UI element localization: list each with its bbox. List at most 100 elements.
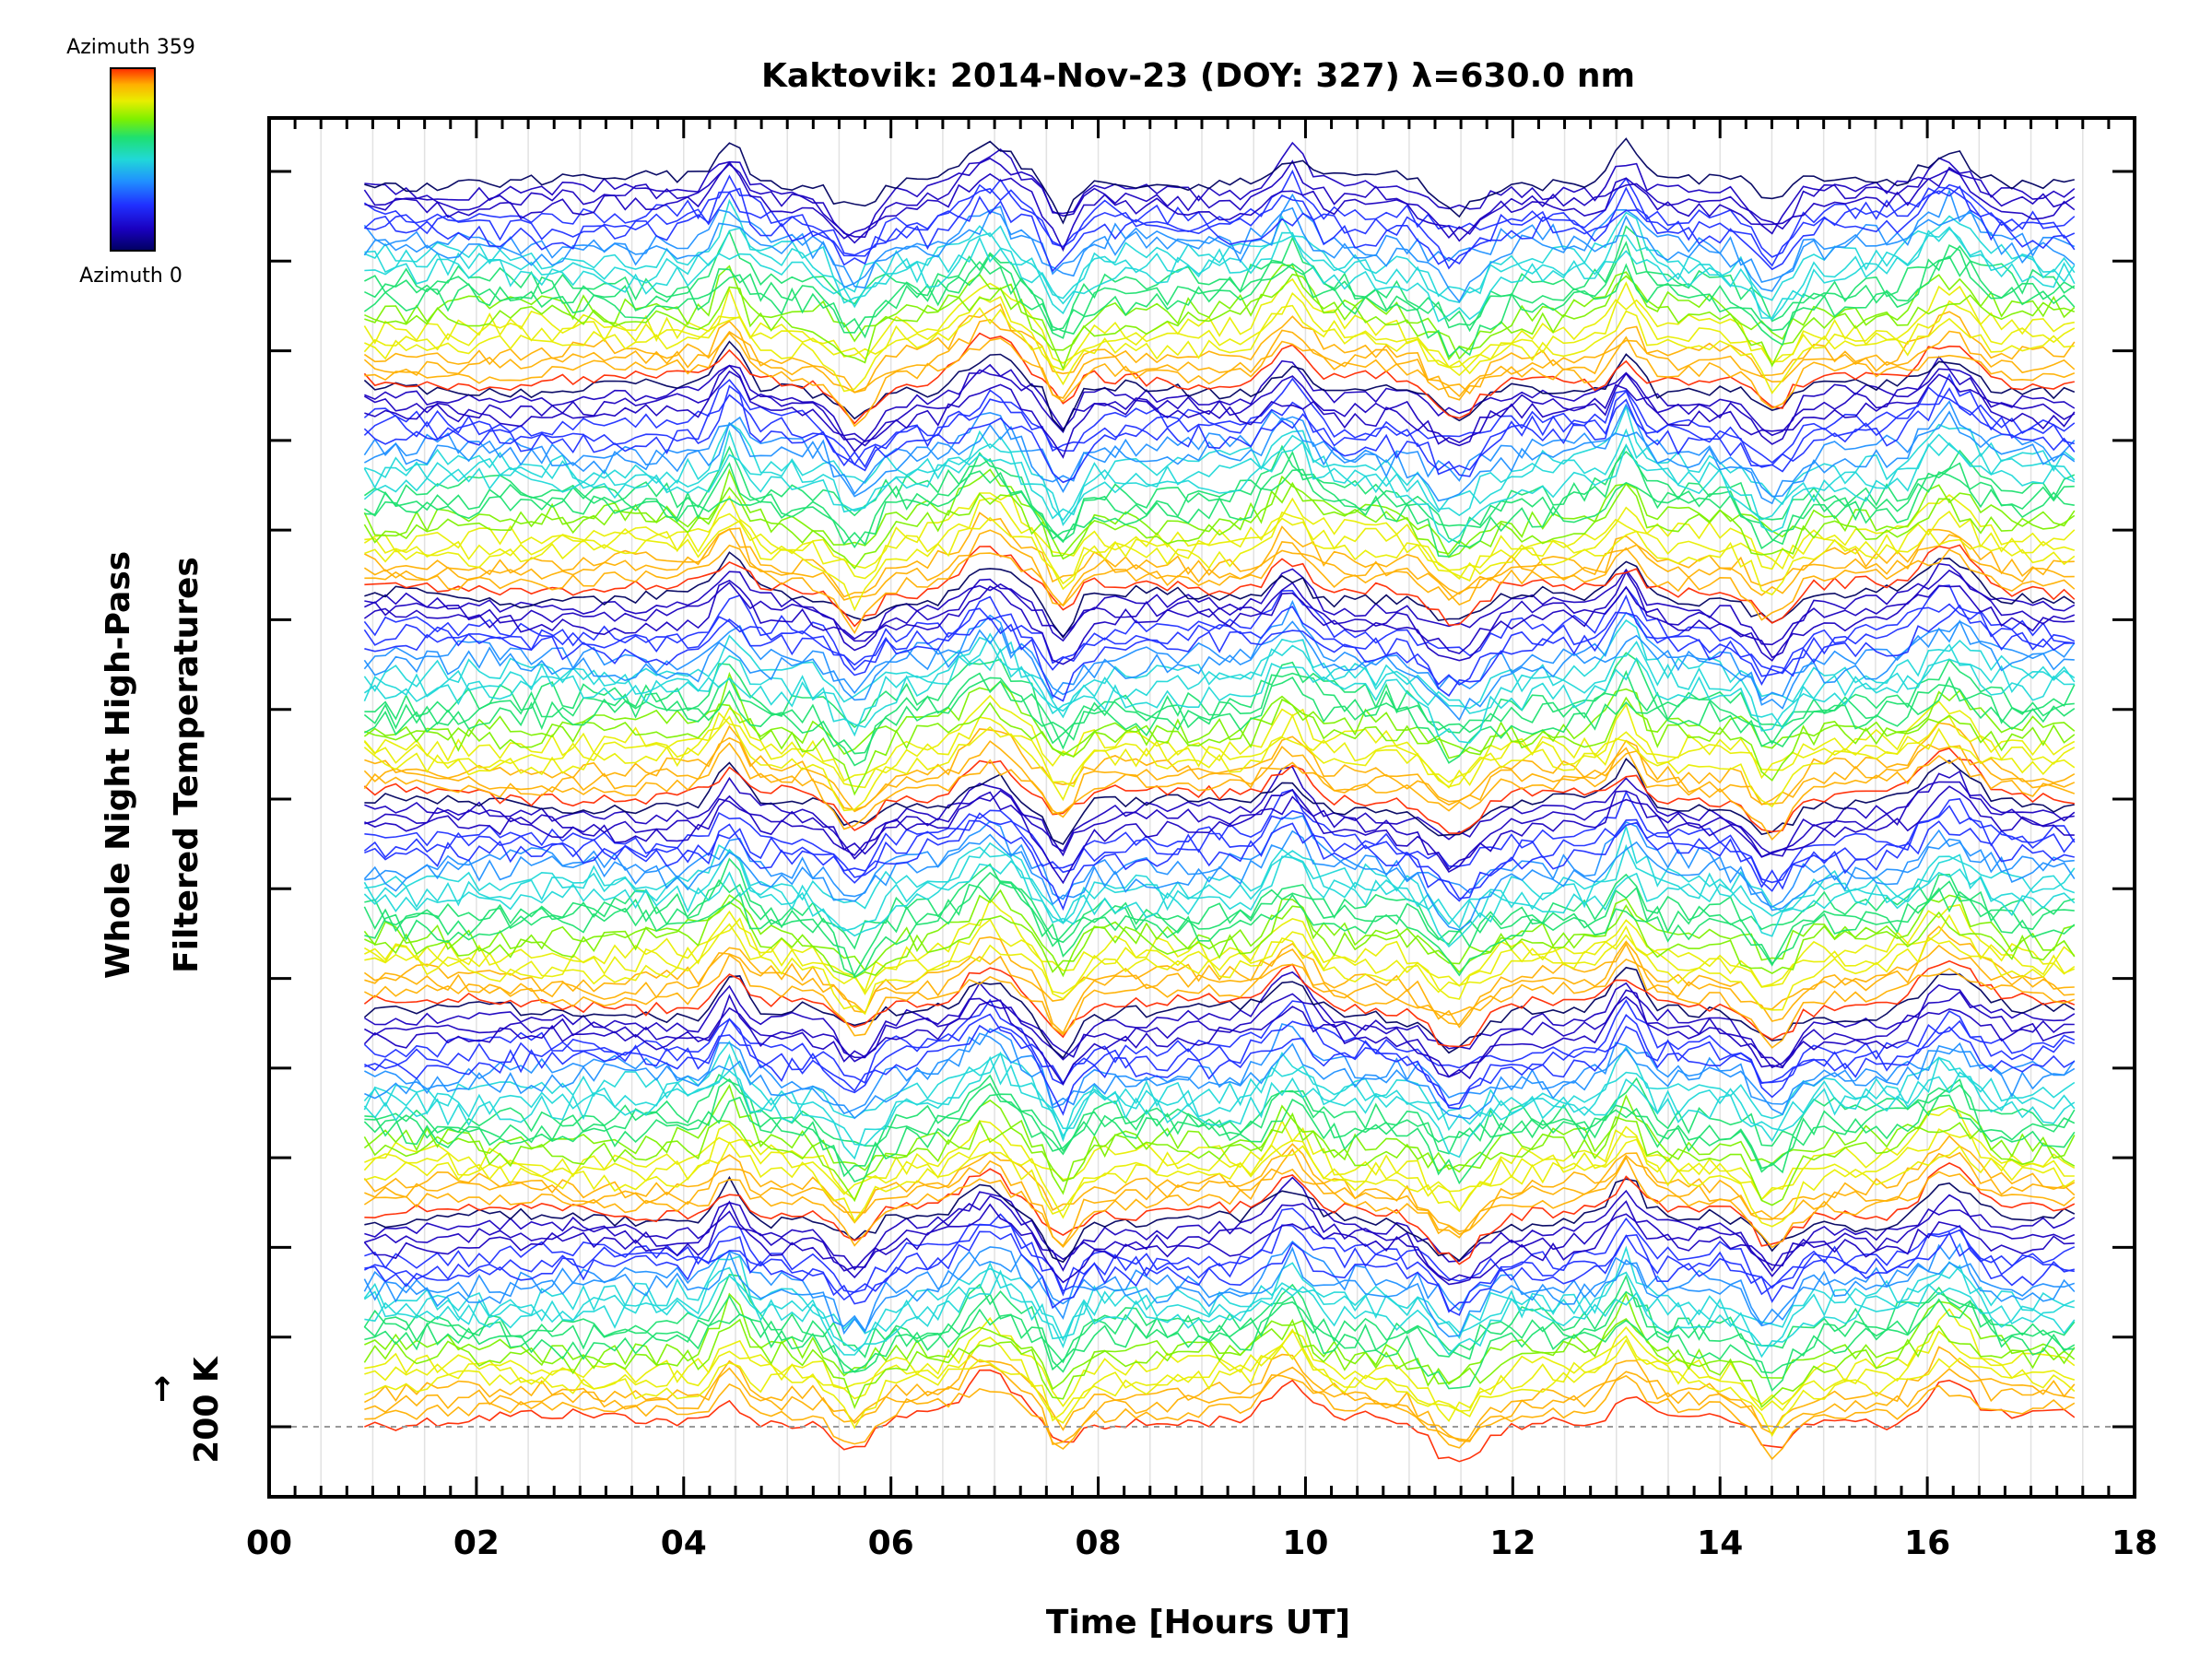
trace-line — [363, 193, 2076, 288]
trace-line — [364, 940, 2075, 1035]
trace-line — [364, 1138, 2076, 1228]
scale-arrow: ↑ — [148, 1371, 176, 1409]
trace-line — [364, 364, 2076, 459]
trace-line — [363, 694, 2076, 789]
trace-line — [364, 562, 2076, 659]
trace-line — [363, 281, 2076, 375]
trace-line — [364, 1325, 2076, 1422]
trace-line — [364, 1308, 2076, 1422]
trace-line — [364, 359, 2076, 453]
axis-ticks — [267, 118, 2136, 1497]
trace-line — [364, 329, 2076, 428]
trace-line — [364, 722, 2076, 811]
y-axis-label-line2: Filtered Temperatures — [168, 557, 206, 973]
x-tick-label: 00 — [246, 1524, 292, 1562]
trace-line — [364, 998, 2076, 1110]
trace-line — [364, 141, 2076, 239]
trace-line — [364, 766, 2076, 860]
trace-line — [363, 1052, 2076, 1147]
trace-line — [363, 492, 2076, 582]
x-tick-label: 10 — [1282, 1524, 1328, 1562]
trace-line — [363, 169, 2076, 258]
trace-line — [363, 468, 2076, 560]
trace-line — [363, 959, 2076, 1048]
trace-line — [363, 403, 2076, 505]
trace-line — [364, 1213, 2075, 1316]
trace-line — [363, 527, 2075, 606]
trace-line — [364, 888, 2076, 978]
chart-title: Kaktovik: 2014-Nov-23 (DOY: 327) λ=630.0… — [761, 57, 1635, 95]
trace-line — [364, 160, 2076, 253]
trace-line — [364, 1230, 2075, 1313]
trace-line — [363, 319, 2076, 399]
trace-line — [363, 1242, 2076, 1338]
temperature-traces — [363, 137, 2076, 1463]
trace-line — [363, 1262, 2075, 1356]
trace-line — [363, 585, 2075, 677]
colorbar-bottom-label: Azimuth 0 — [79, 265, 182, 288]
trace-line — [364, 898, 2076, 993]
trace-line — [363, 433, 2076, 544]
trace-line — [363, 1084, 2076, 1195]
trace-line — [363, 384, 2076, 484]
trace-line — [363, 1283, 2075, 1374]
trace-line — [363, 332, 2075, 425]
trace-line — [364, 225, 2076, 339]
trace-line — [363, 1051, 2076, 1160]
trace-line — [363, 999, 2076, 1086]
trace-line — [363, 820, 2076, 931]
trace-line — [363, 1240, 2076, 1335]
trace-line — [364, 1328, 2076, 1438]
trace-line — [363, 188, 2076, 303]
colorbar — [110, 67, 156, 252]
trace-line — [363, 843, 2076, 932]
trace-line — [364, 1359, 2075, 1446]
trace-line — [363, 971, 2076, 1069]
trace-line — [363, 636, 2075, 744]
trace-line — [364, 1261, 2076, 1359]
trace-line — [364, 404, 2076, 522]
x-tick-label: 12 — [1489, 1524, 1535, 1562]
trace-line — [364, 198, 2076, 301]
x-axis-label: Time [Hours UT] — [1046, 1604, 1350, 1641]
x-tick-label: 04 — [661, 1524, 707, 1562]
x-tick-label: 02 — [453, 1524, 500, 1562]
trace-line — [363, 277, 2075, 377]
trace-line — [363, 475, 2076, 570]
trace-line — [364, 857, 2076, 950]
trace-line — [364, 1023, 2076, 1115]
x-tick-label: 18 — [2112, 1524, 2158, 1562]
trace-line — [363, 457, 2075, 558]
colorbar-top-label: Azimuth 359 — [66, 36, 195, 59]
trace-line — [363, 186, 2076, 273]
trace-line — [364, 818, 2075, 912]
trace-line — [363, 724, 2076, 818]
trace-line — [364, 785, 2075, 885]
trace-line — [363, 340, 2076, 432]
x-tick-label: 08 — [1076, 1524, 1122, 1562]
trace-line — [364, 1077, 2076, 1182]
trace-line — [364, 815, 2075, 909]
trace-line — [363, 925, 2075, 1029]
trace-line — [364, 1175, 2076, 1264]
trace-line — [364, 770, 2075, 871]
trace-line — [363, 372, 2075, 476]
trace-line — [364, 677, 2076, 767]
trace-line — [363, 878, 2075, 976]
trace-line — [364, 923, 2076, 1016]
trace-line — [364, 291, 2075, 394]
y-axis-label-line1: Whole Night High-Pass — [100, 551, 137, 979]
trace-line — [363, 584, 2076, 686]
trace-line — [364, 544, 2076, 628]
trace-line — [363, 1274, 2076, 1364]
trace-line — [363, 377, 2076, 472]
trace-line — [364, 265, 2076, 371]
x-tick-label: 16 — [1904, 1524, 1950, 1562]
trace-line — [364, 1191, 2076, 1286]
x-tick-labels: 00 02 04 06 08 10 12 14 16 18 — [246, 1524, 2158, 1562]
trace-line — [364, 551, 2076, 639]
trace-line — [364, 541, 2076, 635]
x-tick-label: 14 — [1697, 1524, 1743, 1562]
trace-line — [364, 1176, 2076, 1271]
